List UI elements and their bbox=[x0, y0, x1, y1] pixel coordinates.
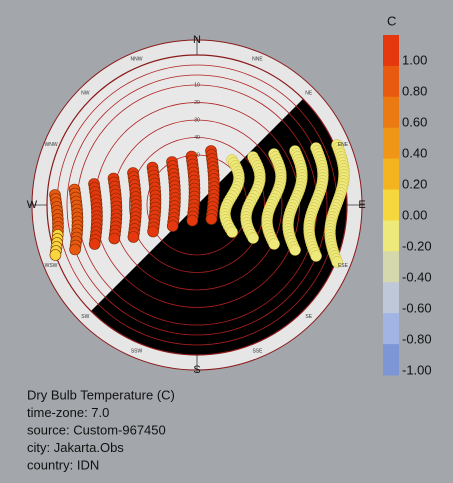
legend-title: C bbox=[387, 13, 396, 28]
info-line: time-zone: 7.0 bbox=[27, 405, 109, 420]
direction-label: SSW bbox=[131, 348, 143, 354]
cardinal-label: S bbox=[193, 364, 200, 376]
sun bbox=[289, 244, 301, 256]
direction-label: WSW bbox=[45, 263, 58, 269]
cardinal-label: N bbox=[193, 34, 201, 46]
legend-swatch bbox=[383, 251, 399, 283]
legend-label: -1.00 bbox=[402, 362, 432, 377]
direction-label: WNW bbox=[44, 142, 57, 148]
direction-label: NW bbox=[81, 91, 90, 97]
legend-swatch bbox=[383, 65, 399, 98]
altitude-rings: 1020304050 bbox=[56, 64, 338, 346]
sun bbox=[226, 226, 238, 238]
sun bbox=[88, 238, 101, 250]
direction-label: SW bbox=[81, 314, 89, 320]
sun bbox=[247, 232, 259, 244]
altitude-label: 30 bbox=[194, 117, 200, 123]
legend-label: -0.80 bbox=[402, 331, 432, 346]
direction-label: SE bbox=[305, 314, 312, 320]
sun bbox=[331, 256, 343, 268]
info-block: Dry Bulb Temperature (C) time-zone: 7.0 so… bbox=[27, 387, 175, 472]
sun bbox=[147, 225, 159, 238]
legend-label: 0.20 bbox=[402, 176, 427, 191]
legend-swatch bbox=[383, 35, 399, 67]
info-line: city: Jakarta.Obs bbox=[27, 440, 124, 455]
sun bbox=[310, 250, 322, 262]
legend-label: 0.00 bbox=[402, 207, 427, 222]
legend-label: -0.60 bbox=[402, 300, 432, 315]
cardinal-label: E bbox=[358, 199, 365, 211]
cardinal-label: W bbox=[27, 199, 38, 211]
direction-label: SSE bbox=[252, 348, 263, 354]
altitude-label: 20 bbox=[194, 100, 200, 106]
direction-label: NNE bbox=[252, 56, 263, 62]
legend-label: 0.40 bbox=[402, 145, 427, 160]
legend-swatch bbox=[383, 220, 399, 252]
direction-label: ENE bbox=[338, 142, 349, 148]
legend-label: 0.60 bbox=[402, 114, 427, 129]
legend-swatch bbox=[383, 96, 399, 129]
shaded-half bbox=[47, 55, 347, 355]
legend-swatch bbox=[383, 313, 399, 345]
sun bbox=[205, 213, 218, 225]
direction-label: ESE bbox=[338, 263, 349, 269]
sun bbox=[166, 220, 179, 232]
sun bbox=[69, 243, 81, 256]
sun bbox=[268, 238, 280, 250]
legend-swatch bbox=[383, 282, 399, 314]
sun bbox=[108, 232, 121, 245]
altitude-label: 10 bbox=[194, 82, 200, 88]
altitude-ring bbox=[129, 137, 265, 273]
sun bbox=[49, 249, 62, 261]
legend-label: 0.80 bbox=[402, 83, 427, 98]
sun-positions bbox=[49, 139, 350, 268]
legend: C 1.00 0.80 0.60 0.40 0.20 0.00 -0.20 -0.40 -0.6… bbox=[383, 13, 432, 377]
sun bbox=[186, 214, 199, 227]
direction-label: NE bbox=[305, 91, 313, 97]
legend-swatch bbox=[383, 189, 399, 221]
legend-swatch bbox=[383, 344, 399, 376]
legend-swatch bbox=[383, 127, 399, 160]
info-line: Dry Bulb Temperature (C) bbox=[27, 387, 175, 402]
legend-label: -0.20 bbox=[402, 238, 432, 253]
sun bbox=[127, 231, 140, 243]
info-line: country: IDN bbox=[27, 457, 99, 472]
legend-swatch bbox=[383, 158, 399, 191]
direction-label: NNW bbox=[131, 56, 143, 62]
legend-label: 1.00 bbox=[402, 52, 427, 67]
altitude-ring bbox=[66, 74, 328, 336]
altitude-label: 40 bbox=[194, 135, 200, 141]
legend-label: -0.40 bbox=[402, 269, 432, 284]
info-line: source: Custom-967450 bbox=[27, 422, 166, 437]
